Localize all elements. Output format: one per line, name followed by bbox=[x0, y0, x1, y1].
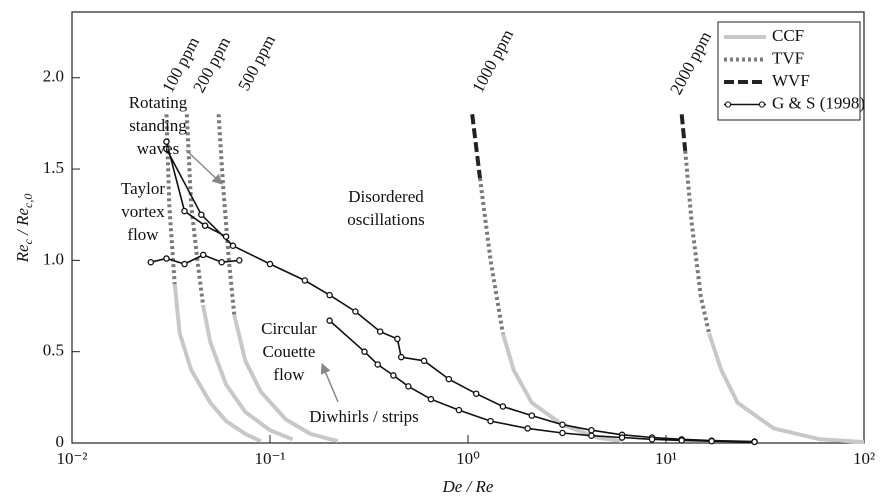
x-tick-label: 10⁻² bbox=[56, 449, 87, 468]
x-tick-label: 10¹ bbox=[655, 449, 677, 468]
data-point bbox=[588, 426, 595, 434]
legend-label: WVF bbox=[772, 71, 810, 90]
legend-label: CCF bbox=[772, 26, 804, 45]
data-point bbox=[163, 255, 170, 262]
data-point bbox=[472, 390, 480, 397]
data-point bbox=[397, 353, 405, 361]
data-point bbox=[236, 257, 243, 264]
data-point bbox=[229, 242, 237, 250]
data-point bbox=[618, 434, 626, 441]
data-point bbox=[222, 233, 230, 240]
x-tick-label: 10⁰ bbox=[456, 449, 480, 468]
annotation: waves bbox=[137, 139, 179, 158]
annotation: Circular bbox=[261, 319, 317, 338]
data-point bbox=[487, 417, 494, 425]
x-tick-label: 10⁻¹ bbox=[254, 449, 285, 468]
data-point bbox=[181, 260, 188, 268]
series-line bbox=[172, 283, 865, 445]
data-point bbox=[201, 222, 209, 229]
data-point bbox=[326, 317, 333, 324]
y-tick-label: 0.5 bbox=[43, 341, 64, 360]
y-tick-label: 1.5 bbox=[43, 158, 64, 177]
annotation: flow bbox=[127, 225, 159, 244]
data-point bbox=[394, 335, 401, 343]
data-point bbox=[427, 395, 435, 403]
arrow bbox=[185, 149, 223, 185]
series-line bbox=[164, 114, 712, 334]
data-point bbox=[266, 260, 274, 268]
data-point bbox=[708, 437, 715, 445]
y-tick-label: 0 bbox=[56, 432, 65, 451]
annotation: Rotating bbox=[129, 93, 188, 112]
annotation: Diwhirls / strips bbox=[309, 407, 419, 426]
data-point bbox=[559, 421, 566, 428]
data-point bbox=[499, 403, 507, 410]
arrow bbox=[320, 363, 339, 403]
concentration-label: 2000 ppm bbox=[666, 28, 715, 97]
data-point bbox=[198, 211, 205, 218]
y-label-part: / Re bbox=[13, 208, 32, 240]
y-axis-label: Rec / Rec,0 bbox=[13, 194, 35, 264]
annotation: oscillations bbox=[347, 210, 424, 229]
data-point bbox=[352, 308, 359, 315]
y-tick-label: 2.0 bbox=[43, 67, 64, 86]
data-point bbox=[199, 251, 207, 259]
data-point bbox=[163, 138, 170, 145]
data-point bbox=[455, 406, 463, 414]
data-point bbox=[751, 438, 758, 446]
series-line bbox=[150, 141, 755, 443]
data-point bbox=[420, 357, 428, 365]
annotation: standing bbox=[129, 116, 187, 135]
data-point bbox=[376, 328, 384, 335]
data-point bbox=[181, 207, 188, 215]
annotation: Disordered bbox=[348, 187, 424, 206]
x-axis-label: De / Re bbox=[442, 477, 494, 496]
data-point bbox=[218, 258, 225, 266]
data-point bbox=[445, 375, 453, 383]
data-point bbox=[528, 412, 536, 419]
data-point bbox=[326, 291, 333, 299]
annotation: flow bbox=[273, 365, 305, 384]
data-point bbox=[678, 437, 685, 444]
legend-label: TVF bbox=[772, 48, 804, 67]
annotation: vortex bbox=[121, 202, 165, 221]
concentration-label: 500 ppm bbox=[234, 32, 279, 94]
x-tick-label: 10² bbox=[853, 449, 875, 468]
annotation: Couette bbox=[263, 342, 316, 361]
data-point bbox=[301, 277, 309, 284]
y-label-sub: c bbox=[21, 238, 35, 244]
data-point bbox=[147, 258, 155, 266]
data-point bbox=[361, 348, 368, 355]
data-point bbox=[559, 429, 566, 437]
data-point bbox=[588, 432, 595, 439]
data-point bbox=[374, 361, 381, 368]
annotation: Taylor bbox=[121, 179, 165, 198]
data-point bbox=[390, 372, 397, 379]
data-point bbox=[163, 145, 170, 153]
legend-label: G & S (1998) bbox=[772, 93, 865, 112]
y-tick-label: 1.0 bbox=[43, 249, 64, 268]
y-label-part: Re bbox=[13, 244, 32, 263]
data-point bbox=[405, 383, 412, 390]
legend-marker bbox=[758, 101, 766, 108]
series-line bbox=[470, 114, 688, 179]
legend-marker bbox=[724, 101, 732, 108]
concentration-label: 1000 ppm bbox=[468, 26, 517, 95]
data-point bbox=[524, 425, 531, 432]
y-label-sub: c,0 bbox=[21, 194, 35, 208]
data-point bbox=[648, 436, 656, 443]
